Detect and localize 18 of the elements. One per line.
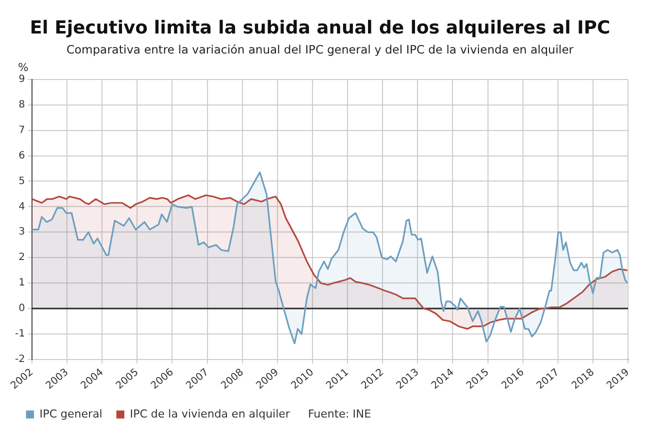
y-tick-label: -2 [14, 354, 25, 366]
source-note: Fuente: INE [308, 407, 372, 420]
y-tick-label: 2 [18, 252, 25, 264]
y-tick-label: 8 [18, 99, 25, 110]
y-tick-label: 6 [18, 150, 25, 162]
y-axis-title: % [18, 60, 28, 74]
y-tick-label: 1 [18, 278, 25, 289]
y-tick-label: -1 [14, 328, 25, 340]
y-tick-label: 0 [18, 303, 25, 314]
chart-subtitle: Comparativa entre la variación anual del IPC general y del IPC de la vivienda en alquiler [66, 42, 574, 56]
y-tick-label: 4 [18, 201, 25, 212]
legend-label: IPC de la vivienda en alquiler [130, 407, 290, 420]
y-tick-label: 5 [18, 176, 25, 187]
y-tick-label: 7 [18, 124, 25, 136]
legend-label: IPC general [40, 407, 102, 420]
y-tick-label: 3 [18, 226, 25, 238]
y-tick-label: 9 [18, 74, 25, 85]
chart-title: El Ejecutivo limita la subida anual de los alquileres al IPC [30, 17, 610, 38]
